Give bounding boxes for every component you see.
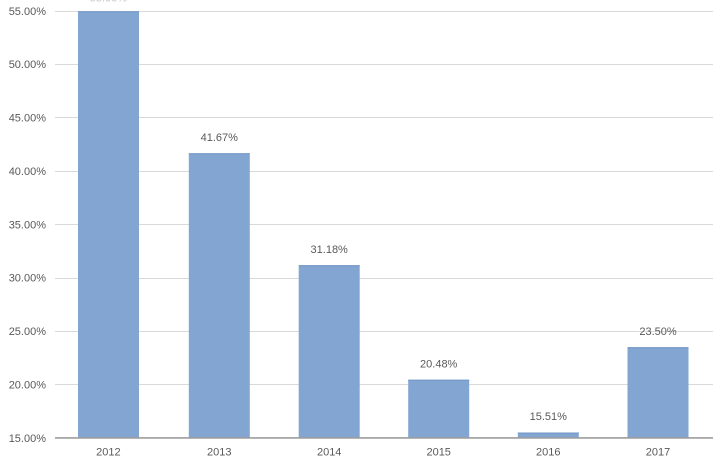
- svg-text:2012: 2012: [96, 447, 120, 459]
- svg-text:30.00%: 30.00%: [9, 273, 47, 285]
- svg-text:15.00%: 15.00%: [9, 433, 47, 445]
- svg-text:15.51%: 15.51%: [530, 411, 568, 423]
- svg-text:55.00%: 55.00%: [9, 6, 47, 18]
- svg-text:41.67%: 41.67%: [201, 132, 239, 144]
- svg-text:23.50%: 23.50%: [639, 326, 677, 338]
- svg-text:25.00%: 25.00%: [9, 326, 47, 338]
- svg-text:31.18%: 31.18%: [311, 244, 349, 256]
- svg-text:20.00%: 20.00%: [9, 379, 47, 391]
- svg-text:2015: 2015: [426, 447, 450, 459]
- svg-text:50.00%: 50.00%: [9, 59, 47, 71]
- svg-text:40.00%: 40.00%: [9, 166, 47, 178]
- svg-text:2014: 2014: [317, 447, 341, 459]
- svg-text:2016: 2016: [536, 447, 560, 459]
- svg-text:45.00%: 45.00%: [9, 113, 47, 125]
- svg-text:55.00%: 55.00%: [90, 0, 128, 4]
- svg-text:2013: 2013: [207, 447, 231, 459]
- svg-text:35.00%: 35.00%: [9, 219, 47, 231]
- svg-text:2017: 2017: [646, 447, 670, 459]
- svg-text:20.48%: 20.48%: [420, 358, 458, 370]
